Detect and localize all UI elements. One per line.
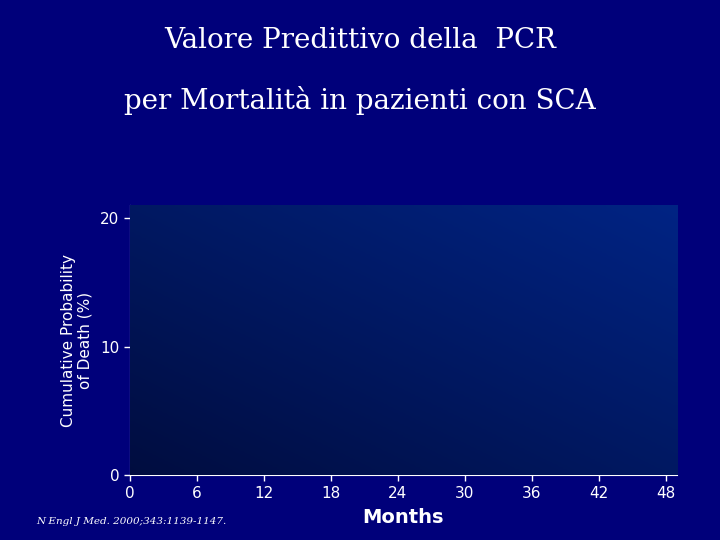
Text: Valore Predittivo della  PCR: Valore Predittivo della PCR — [164, 27, 556, 54]
Text: per Mortalità in pazienti con SCA: per Mortalità in pazienti con SCA — [124, 86, 596, 116]
Text: N Engl J Med. 2000;343:1139-1147.: N Engl J Med. 2000;343:1139-1147. — [36, 517, 226, 526]
Text: CRP 2-10mg/l (n=294): CRP 2-10mg/l (n=294) — [364, 339, 521, 353]
Text: CRP >10mg/l
(n=309): CRP >10mg/l (n=309) — [286, 259, 378, 289]
Text: CRP <2mg/l
(n=314): CRP <2mg/l (n=314) — [498, 424, 582, 454]
Y-axis label: Cumulative Probability
of Death (%): Cumulative Probability of Death (%) — [60, 254, 93, 427]
X-axis label: Months: Months — [362, 508, 444, 526]
